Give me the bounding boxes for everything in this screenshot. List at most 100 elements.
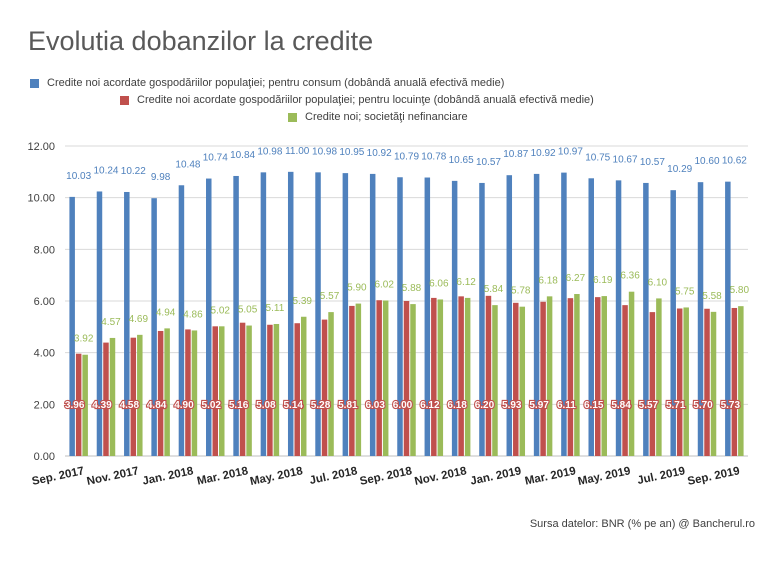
data-label: 10.29: [667, 164, 692, 175]
x-tick-label: Mar. 2019: [524, 465, 577, 488]
bar: [397, 177, 403, 456]
data-label: 6.02: [374, 279, 394, 290]
bar: [403, 301, 410, 456]
bar: [588, 178, 594, 456]
bar: [485, 295, 492, 456]
data-label: 5.97: [529, 400, 549, 411]
data-label: 5.57: [639, 400, 659, 411]
bar: [219, 326, 225, 456]
data-label: 5.16: [229, 400, 249, 411]
bar: [622, 305, 628, 456]
data-label: 10.24: [93, 165, 118, 176]
bar: [649, 312, 656, 456]
legend-swatch-locuinte: [120, 95, 129, 105]
data-label: 4.58: [120, 400, 140, 411]
data-label: 5.08: [256, 400, 276, 411]
data-label: 5.57: [320, 291, 340, 302]
data-label: 4.84: [147, 400, 167, 411]
data-label: 5.02: [202, 400, 222, 411]
bar: [725, 181, 731, 456]
data-label: 10.98: [257, 146, 282, 157]
data-label: 4.94: [156, 307, 176, 318]
bar: [451, 180, 458, 456]
data-label: 10.75: [585, 152, 610, 163]
bar: [369, 173, 376, 456]
bar: [246, 325, 252, 456]
bar: [513, 302, 519, 456]
data-label: 6.03: [365, 400, 385, 411]
data-label: 6.12: [456, 277, 476, 288]
y-tick-label: 8.00: [34, 244, 55, 256]
bar: [157, 330, 164, 456]
bar: [424, 177, 431, 456]
data-label: 10.22: [121, 166, 146, 177]
bar: [315, 172, 321, 456]
bar: [191, 330, 198, 456]
legend-swatch-nefinanciare: [288, 112, 297, 122]
x-tick-label: Nov. 2017: [86, 465, 140, 488]
data-label: 6.18: [447, 400, 467, 411]
data-label: 5.14: [283, 400, 303, 411]
x-tick-label: May. 2019: [577, 465, 632, 488]
bar: [458, 296, 464, 456]
bar: [676, 308, 683, 456]
data-label: 5.70: [693, 400, 713, 411]
data-label: 10.92: [367, 148, 392, 159]
data-label: 5.73: [721, 400, 741, 411]
bar: [124, 191, 130, 456]
data-label: 4.57: [101, 317, 121, 328]
data-label: 5.39: [292, 296, 312, 307]
bar: [321, 319, 328, 456]
data-label: 10.62: [722, 156, 747, 167]
bar: [342, 173, 349, 456]
bar: [109, 337, 116, 456]
data-label: 3.96: [65, 400, 85, 411]
bar: [328, 312, 334, 456]
data-label: 10.60: [695, 156, 720, 167]
bar: [710, 311, 717, 456]
bar: [382, 300, 389, 456]
legend-item-nefinanciare: Credite noi; societăţi nefinanciare: [288, 111, 468, 123]
data-label: 6.15: [584, 400, 604, 411]
bar: [594, 297, 601, 456]
data-label: 10.57: [476, 157, 501, 168]
data-label: 4.69: [129, 314, 149, 325]
data-label: 10.98: [312, 146, 337, 157]
bar: [376, 300, 382, 456]
bar: [697, 182, 704, 456]
data-label: 10.65: [449, 155, 474, 166]
x-tick-label: Sep. 2018: [359, 465, 414, 488]
bar: [96, 191, 103, 456]
data-label: 10.79: [394, 151, 419, 162]
data-label: 5.80: [730, 285, 750, 296]
data-label: 5.75: [675, 286, 695, 297]
data-label: 5.78: [511, 286, 531, 297]
legend-item-locuinte: Credite noi acordate gospodăriilor popul…: [120, 94, 594, 106]
bar: [731, 307, 738, 456]
data-label: 5.28: [311, 400, 331, 411]
data-label: 10.95: [339, 147, 364, 158]
bar: [437, 299, 444, 456]
data-label: 5.88: [402, 283, 422, 294]
legend-label-locuinte: Credite noi acordate gospodăriilor popul…: [137, 94, 594, 106]
bar: [206, 178, 212, 457]
data-label: 6.18: [538, 275, 558, 286]
bar: [178, 185, 185, 456]
bar: [567, 298, 574, 456]
data-label: 4.90: [174, 400, 194, 411]
data-label: 6.00: [393, 400, 413, 411]
bar: [492, 305, 498, 456]
bar: [151, 198, 157, 456]
legend-swatch-consum: [30, 78, 39, 88]
data-label: 10.97: [558, 147, 583, 158]
bar: [704, 308, 710, 456]
bar: [615, 180, 622, 456]
x-tick-label: Sep. 2017: [31, 465, 85, 488]
bar: [738, 306, 744, 456]
data-label: 5.84: [611, 400, 631, 411]
data-label: 11.00: [285, 146, 310, 157]
legend-label-nefinanciare: Credite noi; societăţi nefinanciare: [305, 111, 468, 123]
data-label: 6.19: [593, 275, 613, 286]
bar: [349, 305, 355, 456]
data-label: 5.84: [484, 284, 504, 295]
